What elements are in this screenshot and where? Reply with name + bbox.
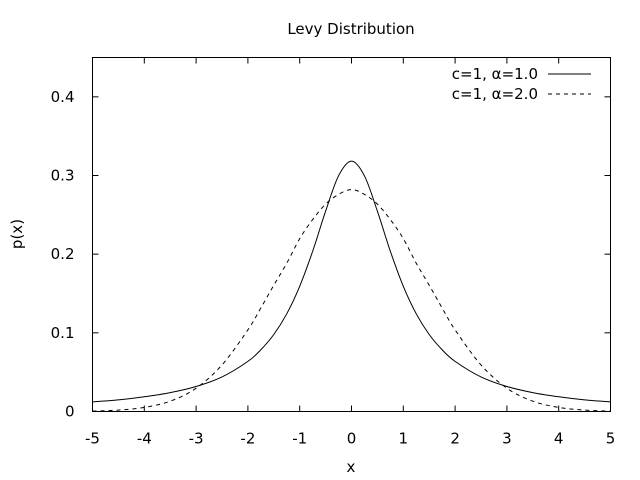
x-tick-label: 2 — [450, 430, 460, 448]
x-tick-label: -5 — [85, 430, 100, 448]
legend: c=1, α=1.0 c=1, α=2.0 — [452, 65, 591, 103]
x-axis-label: x — [347, 458, 356, 476]
y-axis-ticks: 0 0.1 0.2 0.3 0.4 — [51, 88, 611, 421]
legend-label: c=1, α=2.0 — [452, 85, 538, 103]
series-line-2 — [92, 189, 611, 412]
y-tick-label: 0.2 — [51, 245, 75, 263]
plot-lines — [92, 160, 611, 412]
x-tick-label: 3 — [502, 430, 512, 448]
x-tick-label: 5 — [606, 430, 616, 448]
x-tick-label: 1 — [399, 430, 409, 448]
series-line-1 — [92, 160, 611, 403]
plot-frame — [92, 57, 611, 412]
x-tick-label: -4 — [137, 430, 152, 448]
y-tick-label: 0.4 — [51, 88, 75, 106]
y-tick-label: 0.1 — [51, 324, 75, 342]
x-tick-label: 0 — [347, 430, 357, 448]
x-tick-label: -1 — [292, 430, 307, 448]
x-tick-label: -3 — [189, 430, 204, 448]
x-tick-label: 4 — [554, 430, 564, 448]
y-tick-label: 0.3 — [51, 167, 75, 185]
legend-label: c=1, α=1.0 — [452, 65, 538, 83]
x-axis-ticks: -5 -4 -3 -2 -1 0 1 2 3 4 5 — [85, 57, 616, 448]
x-tick-label: -2 — [240, 430, 255, 448]
y-axis-label: p(x) — [8, 219, 26, 249]
y-tick-label: 0 — [65, 403, 75, 421]
chart-title: Levy Distribution — [287, 20, 414, 38]
